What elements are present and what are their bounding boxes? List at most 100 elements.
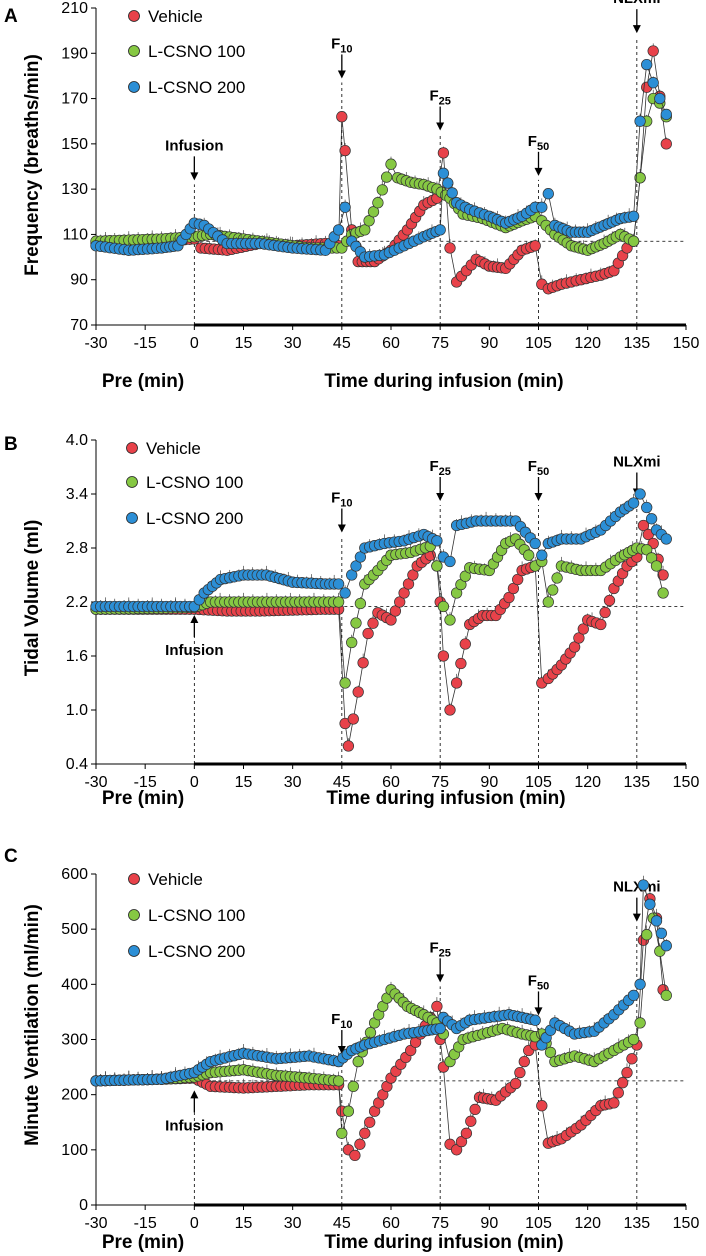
y-tick-label: 1.6: [66, 648, 88, 665]
x-axis-title-pre: Pre (min): [102, 371, 184, 392]
arrow-up-icon: [190, 1090, 199, 1099]
x-tick-label: 135: [623, 1215, 650, 1232]
x-tick-label: 105: [525, 1215, 552, 1232]
data-point: [339, 144, 351, 157]
event-marker: F10: [331, 35, 353, 325]
event-marker: Infusion: [165, 137, 223, 325]
x-axis-title-pre: Pre (min): [102, 1232, 184, 1253]
arrow-down-icon: [436, 122, 445, 131]
panel-label: C: [4, 846, 18, 867]
event-marker: Infusion: [165, 1090, 223, 1205]
y-tick-label: 150: [61, 136, 88, 153]
x-tick-label: 135: [623, 774, 650, 791]
y-tick-label: 190: [61, 45, 88, 62]
data-point: [444, 704, 456, 716]
data-point: [634, 978, 646, 990]
data-point: [352, 686, 364, 698]
data-point: [402, 578, 415, 590]
data-point: [442, 177, 454, 189]
data-point: [660, 989, 672, 1002]
event-marker: F50: [528, 458, 549, 764]
data-point: [637, 519, 650, 532]
x-axis-title: Time during infusion (min): [324, 371, 563, 392]
data-point: [595, 618, 607, 631]
x-tick-label: 15: [235, 335, 253, 352]
legend-label-vehicle: Vehicle: [148, 870, 203, 889]
event-label: NLXmi: [613, 454, 661, 471]
data-point: [536, 1100, 548, 1112]
data-point: [347, 713, 359, 725]
data-point: [444, 242, 456, 254]
y-tick-label: 100: [61, 1142, 88, 1159]
event-marker: F25: [429, 939, 451, 1205]
arrow-down-icon: [436, 974, 445, 983]
legend-marker-csno200: [126, 512, 138, 524]
data-point: [529, 1014, 541, 1026]
data-point: [431, 535, 443, 547]
data-point: [536, 201, 548, 213]
event-label: F25: [429, 458, 450, 478]
y-tick-label: 170: [61, 91, 88, 108]
x-tick-label: 75: [431, 1215, 449, 1232]
data-point: [507, 582, 520, 595]
y-tick-label: 200: [61, 1087, 88, 1104]
data-point: [450, 677, 463, 689]
event-label: F25: [429, 939, 450, 959]
data-point: [536, 549, 548, 561]
x-tick-label: 75: [431, 335, 449, 352]
data-point: [627, 497, 640, 509]
event-marker: F25: [429, 88, 451, 325]
x-tick-label: 150: [673, 774, 700, 791]
data-point: [332, 578, 345, 590]
x-tick-label: 30: [284, 335, 302, 352]
data-point: [364, 1116, 376, 1128]
data-point: [352, 1055, 364, 1068]
x-tick-label: 135: [623, 335, 650, 352]
data-point: [542, 188, 554, 200]
data-point: [627, 235, 640, 247]
data-point: [627, 210, 640, 222]
data-point: [650, 915, 663, 927]
data-point: [431, 560, 443, 572]
legend: Vehicle L-CSNO 100 L-CSNO 200: [128, 870, 245, 961]
arrow-down-icon: [337, 1046, 346, 1055]
event-label: F25: [429, 88, 450, 108]
x-tick-label: 90: [480, 774, 498, 791]
data-point: [634, 1017, 646, 1029]
data-point: [350, 617, 362, 629]
data-point: [634, 115, 646, 127]
data-point: [634, 488, 646, 500]
data-point: [398, 587, 410, 599]
data-point: [568, 641, 581, 653]
y-axis-title: Minute Ventilation (ml/min): [22, 904, 43, 1146]
data-point: [354, 551, 367, 563]
x-tick-label: 105: [525, 335, 552, 352]
data-point: [437, 167, 450, 179]
x-tick-label: -15: [134, 1215, 157, 1232]
x-tick-label: 60: [382, 1215, 400, 1232]
x-tick-label: 15: [235, 1215, 253, 1232]
legend-marker-vehicle: [126, 442, 138, 454]
x-tick-label: -15: [134, 335, 157, 352]
panel-label: A: [4, 6, 18, 27]
arrow-down-icon: [190, 172, 199, 181]
data-point: [660, 940, 672, 952]
data-point: [434, 1022, 446, 1035]
data-point: [363, 215, 375, 227]
event-label: F50: [528, 458, 549, 478]
legend-marker-csno200: [128, 81, 140, 93]
x-tick-label: 0: [190, 774, 199, 791]
x-tick-label: -30: [84, 1215, 107, 1232]
event-marker: NLXmi: [613, 879, 661, 1205]
data-point: [354, 1138, 366, 1150]
event-label: Infusion: [165, 1117, 223, 1134]
event-marker: NLXmi: [613, 0, 661, 325]
data-point: [336, 111, 348, 123]
data-point: [660, 108, 672, 121]
x-tick-label: 120: [574, 774, 601, 791]
y-tick-label: 70: [70, 317, 88, 334]
data-point: [577, 623, 589, 635]
chart-tidal-volume: 0.4 1.0 1.6 2.2 2.8 3.4 4.0 -30 -15 0 15 30 45 60 75 90…: [4, 432, 700, 809]
data-point: [655, 927, 668, 939]
data-point: [350, 560, 362, 572]
